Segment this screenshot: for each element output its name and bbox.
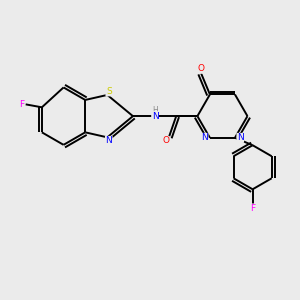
Text: N: N [237, 133, 244, 142]
Text: O: O [198, 64, 205, 73]
Text: N: N [201, 133, 208, 142]
Text: O: O [162, 136, 169, 146]
Text: S: S [106, 87, 112, 96]
Text: F: F [19, 100, 24, 109]
Text: F: F [250, 204, 255, 213]
Text: N: N [105, 136, 112, 146]
Text: H: H [153, 106, 158, 115]
Text: N: N [152, 112, 158, 121]
